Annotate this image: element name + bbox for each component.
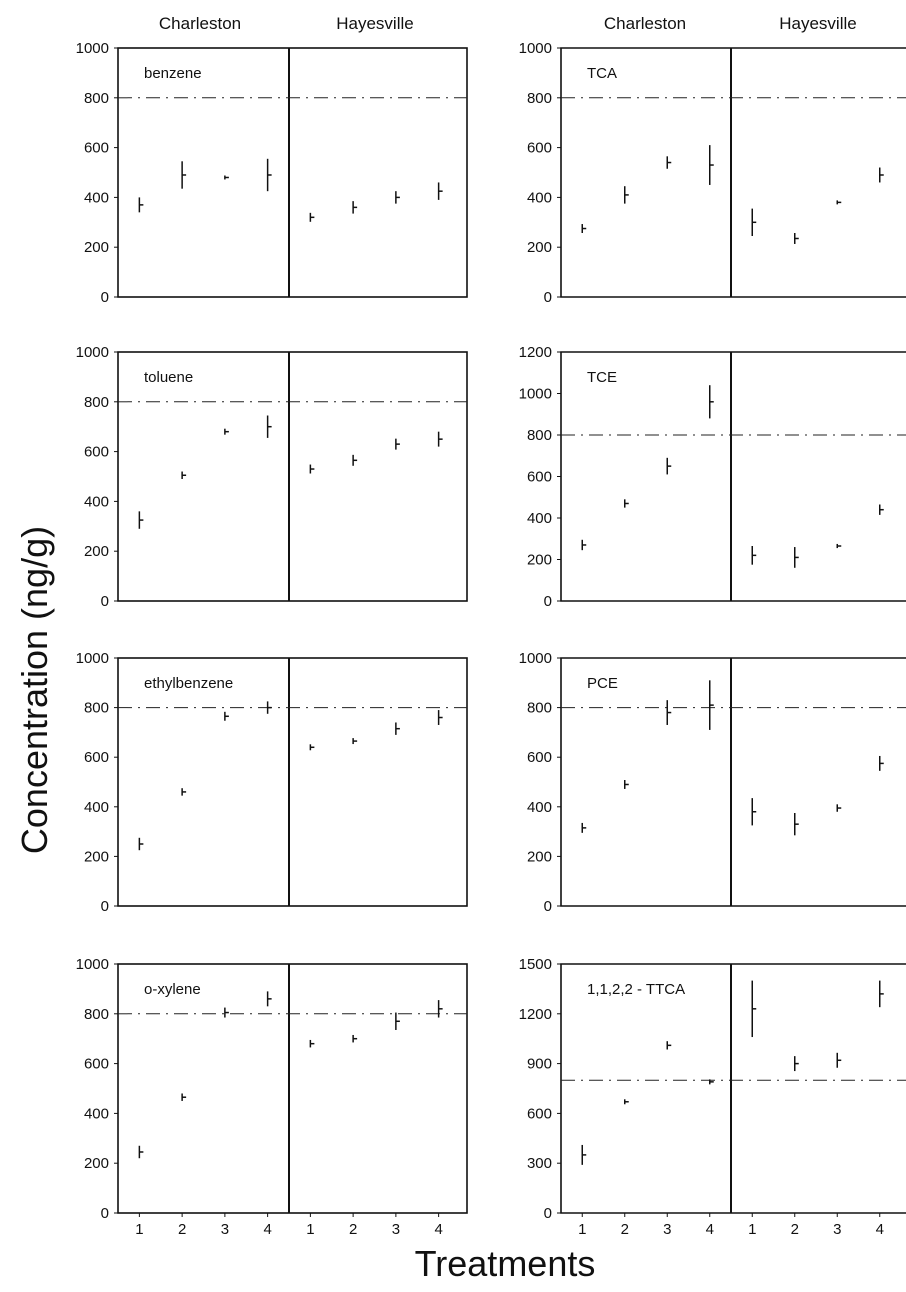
1-1-2-2-ttca-xtick-label: 4 <box>876 1221 884 1238</box>
tce-frame <box>560 351 906 602</box>
o-xylene-ytick-label: 0 <box>101 1205 109 1222</box>
x-axis-title: Treatments <box>415 1243 596 1284</box>
1-1-2-2-ttca-ytick-label: 0 <box>544 1205 552 1222</box>
column-header-charleston-left: Charleston <box>159 14 241 33</box>
toluene-ytick-label: 800 <box>84 394 109 411</box>
pce-ytick-label: 400 <box>527 799 552 816</box>
1-1-2-2-ttca-ytick-label: 300 <box>527 1155 552 1172</box>
toluene-ytick-label: 1000 <box>76 344 109 361</box>
toluene-panel-label: toluene <box>144 369 193 386</box>
ethylbenzene-ytick-label: 0 <box>101 898 109 915</box>
tce-panel-label: TCE <box>587 369 617 386</box>
1-1-2-2-ttca-ytick-label: 1500 <box>519 956 552 973</box>
benzene-ytick-label: 800 <box>84 90 109 107</box>
1-1-2-2-ttca-ytick-label: 1200 <box>519 1006 552 1023</box>
column-header-hayesville-left: Hayesville <box>336 14 413 33</box>
o-xylene-ytick-label: 800 <box>84 1006 109 1023</box>
panels: 02004006008001000benzene0200400600800100… <box>76 40 906 1238</box>
tca-frame <box>560 47 906 298</box>
tce-ytick-label: 1200 <box>519 344 552 361</box>
ethylbenzene-ytick-label: 1000 <box>76 650 109 667</box>
toluene-ytick-label: 200 <box>84 543 109 560</box>
tca-ytick-label: 200 <box>527 239 552 256</box>
pce-ytick-label: 800 <box>527 700 552 717</box>
tca-ytick-label: 800 <box>527 90 552 107</box>
o-xylene-xtick-label: 3 <box>392 1221 400 1238</box>
ethylbenzene-panel-label: ethylbenzene <box>144 675 233 692</box>
o-xylene-ytick-label: 200 <box>84 1155 109 1172</box>
1-1-2-2-ttca-ytick-label: 600 <box>527 1105 552 1122</box>
o-xylene-frame <box>117 963 468 1214</box>
benzene-frame <box>117 47 468 298</box>
ethylbenzene-frame <box>117 657 468 907</box>
o-xylene-panel-label: o-xylene <box>144 981 201 998</box>
1-1-2-2-ttca-xtick-label: 4 <box>706 1221 714 1238</box>
1-1-2-2-ttca-xtick-label: 2 <box>791 1221 799 1238</box>
1-1-2-2-ttca-ytick-label: 900 <box>527 1056 552 1073</box>
benzene-ytick-label: 600 <box>84 140 109 157</box>
1-1-2-2-ttca-xtick-label: 1 <box>748 1221 756 1238</box>
tce-ytick-label: 0 <box>544 593 552 610</box>
ethylbenzene-ytick-label: 800 <box>84 700 109 717</box>
1-1-2-2-ttca-frame <box>560 963 906 1214</box>
benzene-panel-label: benzene <box>144 65 202 82</box>
tca-ytick-label: 400 <box>527 189 552 206</box>
pce-ytick-label: 600 <box>527 749 552 766</box>
benzene-ytick-label: 200 <box>84 239 109 256</box>
1-1-2-2-ttca-xtick-label: 3 <box>833 1221 841 1238</box>
ethylbenzene-ytick-label: 600 <box>84 749 109 766</box>
tce-ytick-label: 600 <box>527 469 552 486</box>
pce-panel-label: PCE <box>587 675 618 692</box>
1-1-2-2-ttca-xtick-label: 1 <box>578 1221 586 1238</box>
tca-panel-label: TCA <box>587 65 617 82</box>
toluene-ytick-label: 0 <box>101 593 109 610</box>
benzene-ytick-label: 0 <box>101 289 109 306</box>
ethylbenzene-ytick-label: 400 <box>84 799 109 816</box>
o-xylene-xtick-label: 1 <box>135 1221 143 1238</box>
o-xylene-xtick-label: 2 <box>178 1221 186 1238</box>
o-xylene-xtick-label: 4 <box>434 1221 442 1238</box>
pce-frame <box>560 657 906 907</box>
toluene-frame <box>117 351 468 602</box>
1-1-2-2-ttca-panel-label: 1,1,2,2 - TTCA <box>587 981 685 998</box>
1-1-2-2-ttca-xtick-label: 2 <box>621 1221 629 1238</box>
column-header-hayesville-right: Hayesville <box>779 14 856 33</box>
benzene-ytick-label: 1000 <box>76 40 109 57</box>
tce-ytick-label: 1000 <box>519 386 552 403</box>
toluene-ytick-label: 400 <box>84 493 109 510</box>
o-xylene-xtick-label: 4 <box>263 1221 271 1238</box>
tce-ytick-label: 800 <box>527 427 552 444</box>
tce-ytick-label: 400 <box>527 510 552 527</box>
toluene-ytick-label: 600 <box>84 444 109 461</box>
column-header-charleston-right: Charleston <box>604 14 686 33</box>
ethylbenzene-ytick-label: 200 <box>84 848 109 865</box>
pce-ytick-label: 1000 <box>519 650 552 667</box>
o-xylene-xtick-label: 1 <box>306 1221 314 1238</box>
1-1-2-2-ttca-xtick-label: 3 <box>663 1221 671 1238</box>
o-xylene-ytick-label: 1000 <box>76 956 109 973</box>
tca-ytick-label: 1000 <box>519 40 552 57</box>
o-xylene-ytick-label: 400 <box>84 1105 109 1122</box>
tca-ytick-label: 0 <box>544 289 552 306</box>
pce-ytick-label: 0 <box>544 898 552 915</box>
tca-ytick-label: 600 <box>527 140 552 157</box>
o-xylene-ytick-label: 600 <box>84 1056 109 1073</box>
o-xylene-xtick-label: 2 <box>349 1221 357 1238</box>
pce-ytick-label: 200 <box>527 848 552 865</box>
y-axis-title: Concentration (ng/g) <box>14 526 55 854</box>
tce-ytick-label: 200 <box>527 552 552 569</box>
o-xylene-xtick-label: 3 <box>221 1221 229 1238</box>
benzene-ytick-label: 400 <box>84 189 109 206</box>
